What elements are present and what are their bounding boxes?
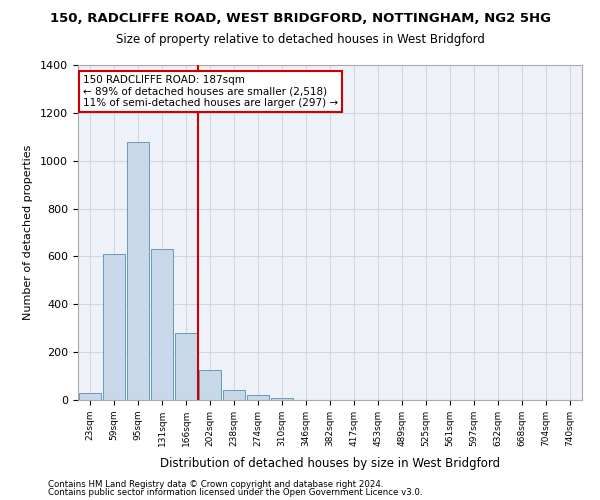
- Text: Size of property relative to detached houses in West Bridgford: Size of property relative to detached ho…: [116, 32, 484, 46]
- Text: 150 RADCLIFFE ROAD: 187sqm
← 89% of detached houses are smaller (2,518)
11% of s: 150 RADCLIFFE ROAD: 187sqm ← 89% of deta…: [83, 75, 338, 108]
- Bar: [103, 254, 125, 400]
- Bar: [127, 142, 149, 400]
- Bar: [79, 393, 101, 400]
- Bar: [223, 390, 245, 400]
- X-axis label: Distribution of detached houses by size in West Bridgford: Distribution of detached houses by size …: [160, 457, 500, 470]
- Bar: [247, 395, 269, 400]
- Bar: [151, 249, 173, 400]
- Bar: [199, 370, 221, 400]
- Bar: [271, 398, 293, 400]
- Bar: [175, 333, 197, 400]
- Text: Contains HM Land Registry data © Crown copyright and database right 2024.: Contains HM Land Registry data © Crown c…: [48, 480, 383, 489]
- Text: 150, RADCLIFFE ROAD, WEST BRIDGFORD, NOTTINGHAM, NG2 5HG: 150, RADCLIFFE ROAD, WEST BRIDGFORD, NOT…: [49, 12, 551, 26]
- Y-axis label: Number of detached properties: Number of detached properties: [23, 145, 33, 320]
- Text: Contains public sector information licensed under the Open Government Licence v3: Contains public sector information licen…: [48, 488, 422, 497]
